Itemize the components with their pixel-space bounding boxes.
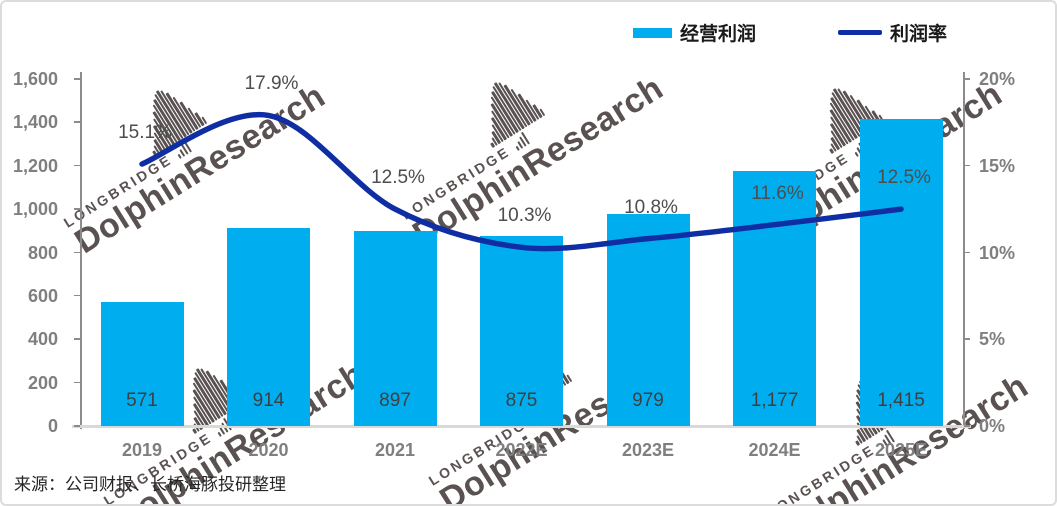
right-axis-tick: [964, 164, 970, 167]
bar-value-label: 1,415: [877, 390, 925, 411]
line-value-label: 11.6%: [751, 182, 804, 204]
y-axis-label-right: 0%: [979, 416, 1006, 436]
left-axis-tick: [74, 425, 80, 427]
left-axis-tick: [74, 381, 80, 384]
left-axis-tick: [74, 294, 80, 297]
category-label-2020: 2020: [248, 440, 289, 460]
category-label-2023E: 2023E: [621, 440, 675, 460]
line-value-label: 10.3%: [497, 205, 552, 227]
bar-2023E: [606, 213, 690, 426]
category-label-2025E: 2025E: [874, 440, 928, 460]
x-axis-baseline: [72, 425, 971, 428]
right-axis-tick: [964, 338, 970, 340]
right-axis-tick: [964, 251, 970, 253]
y-axis-label-left: 1,400: [12, 112, 58, 133]
legend-bar-swatch-icon: [633, 27, 672, 38]
legend-item-profit-margin: 利润率: [838, 19, 947, 46]
line-value-label: 17.9%: [244, 73, 299, 95]
bar-value-label: 571: [126, 390, 158, 411]
category-label-2019: 2019: [121, 440, 163, 460]
y-axis-label-left: 200: [27, 372, 58, 393]
y-axis-label-left: 0: [47, 416, 58, 436]
right-axis-tick: [964, 78, 970, 80]
source-note: 来源：公司财报、长桥海豚投研整理: [14, 475, 286, 494]
y-axis-label-left: 1,000: [12, 199, 58, 220]
legend-item-operating-profit: 经营利润: [633, 19, 756, 46]
left-axis-tick: [74, 121, 80, 123]
bar-value-label: 914: [252, 390, 285, 411]
left-axis-tick: [74, 338, 80, 340]
bar-2021: [353, 231, 437, 426]
legend-label-profit-margin: 利润率: [890, 24, 948, 45]
left-axis-line: [80, 72, 82, 429]
y-axis-label-left: 1,200: [12, 155, 58, 176]
y-axis-label-right: 5%: [979, 329, 1006, 350]
line-value-label: 12.5%: [877, 167, 931, 189]
bar-2024E: [733, 170, 816, 426]
left-axis-tick: [74, 78, 80, 80]
profit-margin-line-path: [139, 111, 904, 252]
category-label-2022E: 2022E: [495, 440, 548, 460]
line-value-label: 10.8%: [624, 196, 678, 218]
y-axis-label-left: 800: [27, 242, 58, 263]
right-axis-line: [963, 72, 965, 429]
line-value-label: 15.1%: [118, 122, 172, 143]
y-axis-label-left: 400: [27, 329, 58, 350]
bar-value-label: 875: [505, 390, 538, 411]
bar-value-label: 897: [379, 390, 411, 411]
bar-value-label: 979: [632, 390, 664, 411]
y-axis-label-left: 1,600: [12, 69, 58, 89]
right-axis-tick: [964, 425, 970, 427]
left-axis-tick: [74, 208, 80, 210]
legend-label-operating-profit: 经营利润: [680, 24, 757, 45]
bar-2022E: [480, 236, 563, 426]
legend-line-swatch-icon: [838, 30, 883, 35]
left-axis-tick: [74, 164, 80, 167]
category-label-2021: 2021: [374, 440, 416, 460]
bar-2020: [227, 227, 310, 426]
y-axis-label-left: 600: [27, 285, 58, 306]
y-axis-label-right: 20%: [979, 69, 1016, 89]
legend: 经营利润 利润率: [633, 19, 947, 46]
bar-2019: [100, 302, 184, 426]
bar-value-label: 1,177: [750, 390, 799, 411]
left-axis-tick: [74, 251, 80, 253]
bar-2025E: [859, 119, 943, 426]
line-value-label: 12.5%: [371, 167, 425, 189]
category-label-2024E: 2024E: [748, 440, 801, 460]
y-axis-label-right: 15%: [979, 155, 1016, 176]
y-axis-label-right: 10%: [979, 242, 1016, 263]
